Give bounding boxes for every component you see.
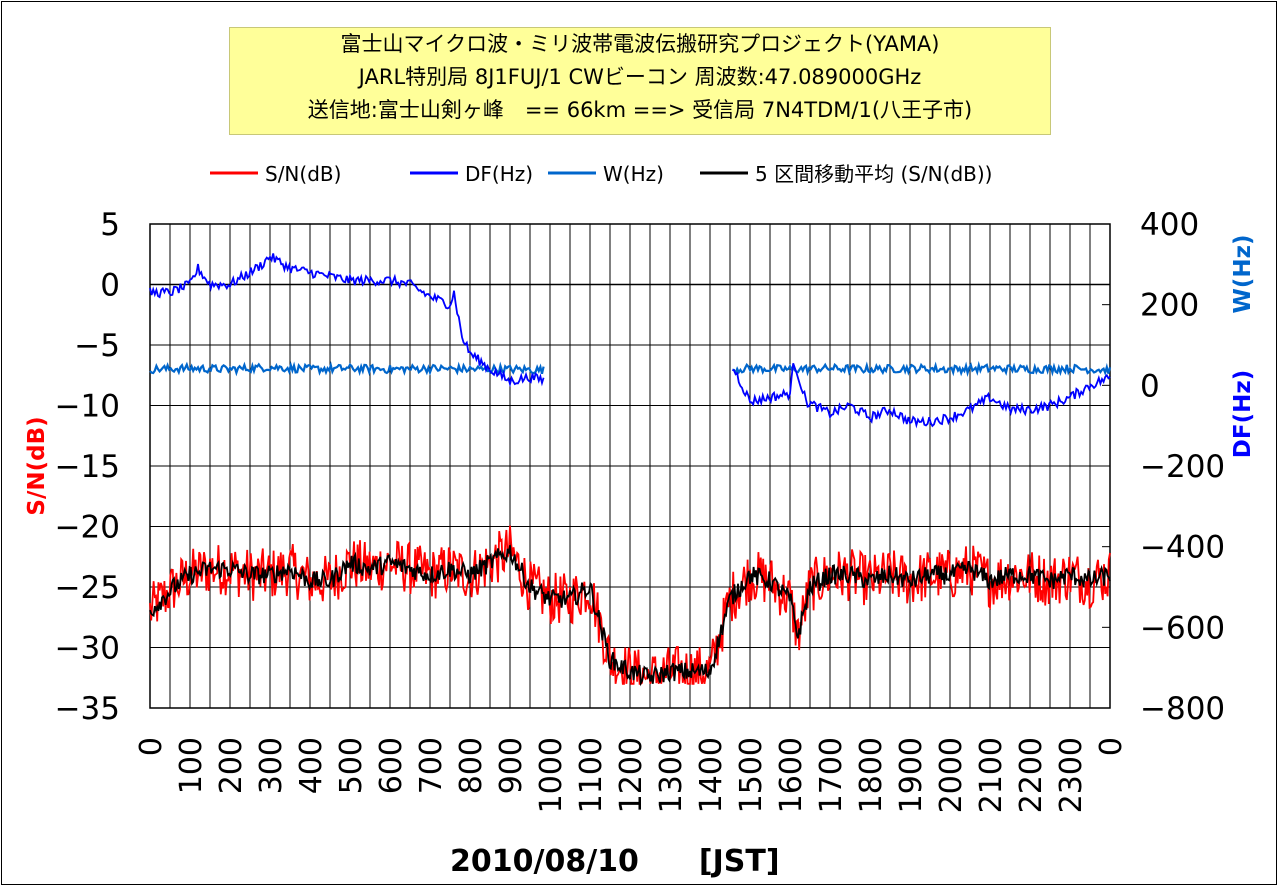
x-tick-label: 1200 xyxy=(614,737,649,813)
y-right-tick-label: −200 xyxy=(1140,449,1225,485)
x-tick-label: 2300 xyxy=(1054,737,1089,813)
x-tick-label: 1700 xyxy=(814,737,849,813)
x-tick-label: 700 xyxy=(414,737,449,794)
y-left-tick-label: −30 xyxy=(55,631,120,667)
title-line-2: JARL特別局 8J1FUJ/1 CWビーコン 周波数:47.089000GHz xyxy=(358,65,922,89)
y-left-tick-label: −25 xyxy=(55,570,120,606)
y-left-tick-label: 0 xyxy=(100,268,120,304)
x-tick-label: 200 xyxy=(214,737,249,794)
y-left-axis-title: S/N(dB) xyxy=(24,416,50,515)
x-tick-label: 1100 xyxy=(574,737,609,813)
y-left-tick-label: −5 xyxy=(74,328,120,364)
x-tick-label: 1300 xyxy=(654,737,689,813)
y-right-tick-label: −800 xyxy=(1140,691,1225,727)
legend-label: DF(Hz) xyxy=(465,162,533,186)
y-right-tick-label: −400 xyxy=(1140,530,1225,566)
y-left-tick-label: −35 xyxy=(55,691,120,727)
y-left-tick-label: −15 xyxy=(55,449,120,485)
x-tick-label: 0 xyxy=(134,737,169,756)
x-tick-label: 500 xyxy=(334,737,369,794)
y-right-axis-title-w: W(Hz) xyxy=(1230,234,1256,313)
legend-label: S/N(dB) xyxy=(265,162,341,186)
x-tick-label: 0 xyxy=(1094,737,1129,756)
y-right-tick-label: 0 xyxy=(1140,368,1160,404)
series-line-2 xyxy=(149,253,1111,429)
title-line-3: 送信地:富士山剣ヶ峰 == 66km ==> 受信局 7N4TDM/1(八王子市… xyxy=(307,98,973,122)
x-tick-label: 1600 xyxy=(774,737,809,813)
y-left-tick-label: 5 xyxy=(100,207,120,243)
y-left-tick-label: −20 xyxy=(55,510,120,546)
y-left-tick-label: −10 xyxy=(55,389,120,425)
x-tick-label: 1000 xyxy=(534,737,569,813)
x-tick-label: 900 xyxy=(494,737,529,794)
y-right-axis-title-df: DF(Hz) xyxy=(1230,370,1256,458)
x-tick-label: 1900 xyxy=(894,737,929,813)
x-tick-label: 2200 xyxy=(1014,737,1049,813)
legend-label: 5 区間移動平均 (S/N(dB)) xyxy=(755,162,992,186)
series-line-4 xyxy=(149,545,1111,687)
x-tick-label: 1800 xyxy=(854,737,889,813)
x-tick-label: 1400 xyxy=(694,737,729,813)
x-tick-label: 800 xyxy=(454,737,489,794)
x-tick-label: 400 xyxy=(294,737,329,794)
x-tick-label: 1500 xyxy=(734,737,769,813)
x-tick-label: 600 xyxy=(374,737,409,794)
y-right-tick-label: 400 xyxy=(1140,207,1199,243)
chart-title-box: 富士山マイクロ波・ミリ波帯電波伝搬研究プロジェクト(YAMA) JARL特別局 … xyxy=(229,27,1051,135)
y-right-tick-label: 200 xyxy=(1140,288,1199,324)
x-tick-label: 2100 xyxy=(974,737,1009,813)
y-right-tick-label: −600 xyxy=(1140,610,1225,646)
title-line-1: 富士山マイクロ波・ミリ波帯電波伝搬研究プロジェクト(YAMA) xyxy=(340,32,940,56)
x-tick-label: 100 xyxy=(174,737,209,794)
x-tick-label: 300 xyxy=(254,737,289,794)
x-axis-title: 2010/08/10 [JST] xyxy=(450,844,780,879)
legend-label: W(Hz) xyxy=(603,162,664,186)
x-tick-label: 2000 xyxy=(934,737,969,813)
